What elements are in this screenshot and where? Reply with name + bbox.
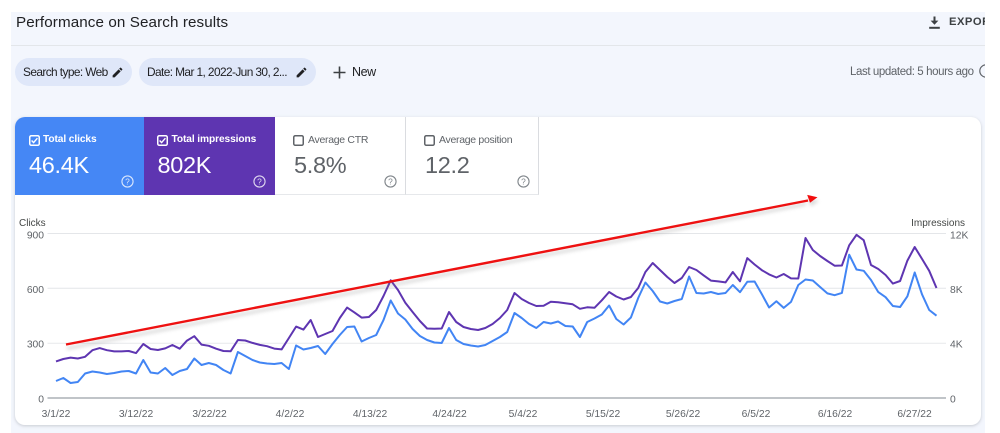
svg-text:?: ? (125, 176, 130, 186)
svg-text:?: ? (388, 176, 393, 186)
svg-text:?: ? (257, 176, 262, 186)
svg-text:?: ? (521, 176, 526, 186)
